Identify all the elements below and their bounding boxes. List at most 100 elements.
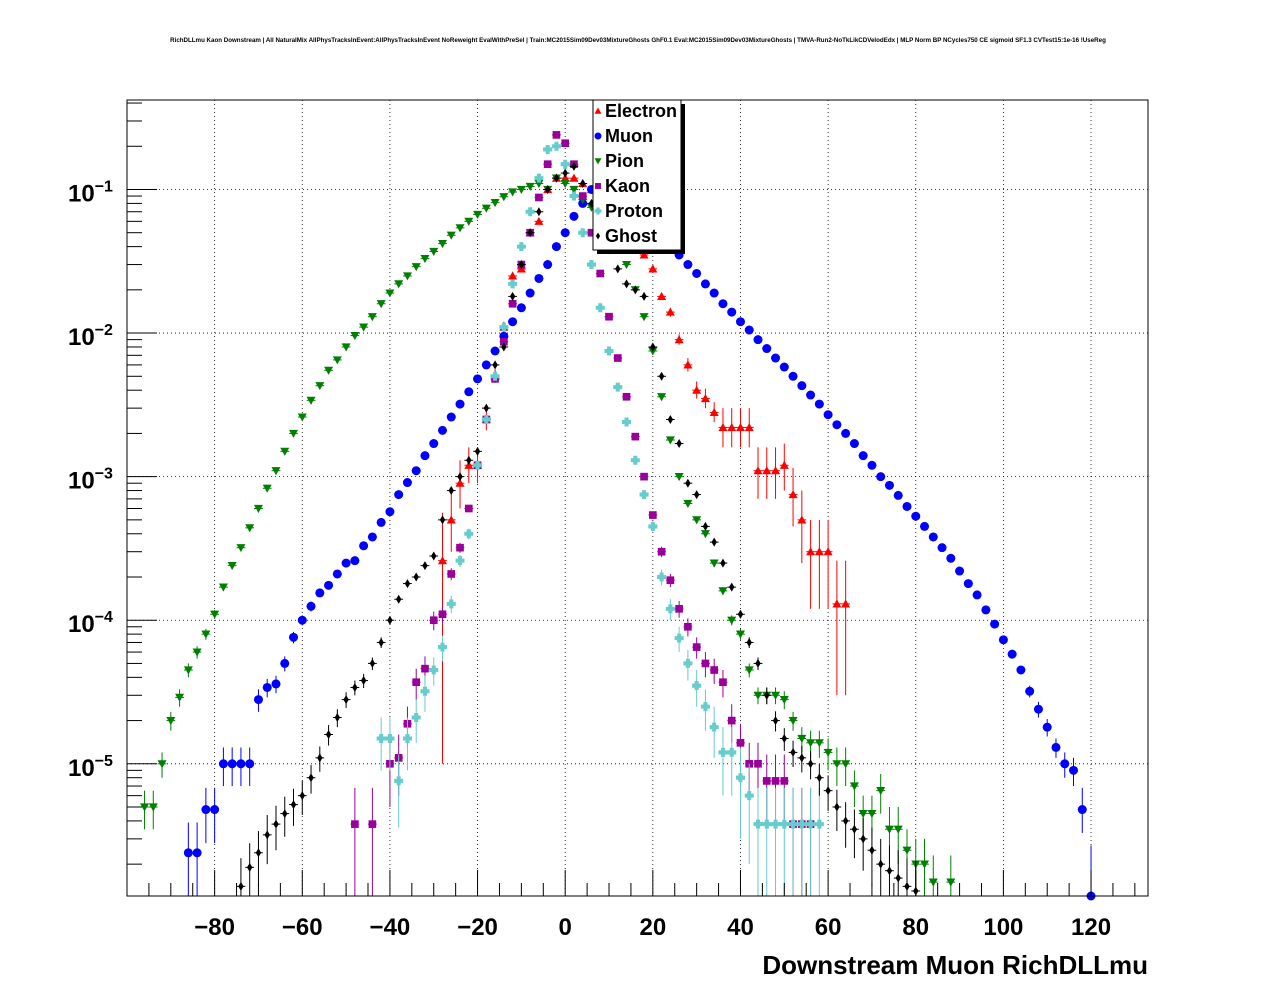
data-point <box>429 665 439 675</box>
data-point <box>735 630 745 639</box>
legend-marker <box>595 183 601 189</box>
data-point <box>404 579 411 589</box>
data-point <box>481 415 491 425</box>
legend-marker <box>595 232 601 240</box>
y-tick-label: 10−3 <box>68 466 113 495</box>
data-point <box>639 250 649 259</box>
x-tick-label: 100 <box>983 914 1023 941</box>
data-point <box>613 382 623 392</box>
data-point <box>884 825 894 834</box>
data-point <box>420 686 430 696</box>
data-point <box>499 322 509 332</box>
data-point <box>727 616 737 625</box>
series-proton <box>376 141 824 896</box>
data-point <box>849 439 859 449</box>
data-point <box>849 782 859 791</box>
data-point <box>972 590 982 600</box>
data-point <box>772 716 779 726</box>
data-point <box>429 439 439 449</box>
data-point <box>946 553 956 563</box>
data-point <box>324 580 334 590</box>
data-point <box>481 204 491 213</box>
data-point <box>797 381 807 391</box>
data-point <box>613 354 622 362</box>
data-point <box>779 695 789 705</box>
data-point <box>553 173 560 183</box>
data-point <box>402 478 412 488</box>
y-tick-label: 10−4 <box>68 609 113 638</box>
data-point <box>1051 742 1061 752</box>
data-point <box>245 759 255 769</box>
data-point <box>729 582 735 592</box>
data-point <box>516 185 526 194</box>
legend-entry: Electron <box>605 101 677 121</box>
data-point <box>446 515 456 524</box>
data-point <box>657 572 667 582</box>
data-point <box>1077 805 1087 815</box>
data-point <box>315 588 325 598</box>
data-point <box>157 760 167 769</box>
data-point <box>534 179 544 189</box>
data-point <box>825 786 831 796</box>
y-tick-base: 10 <box>68 611 95 638</box>
data-point <box>649 511 657 519</box>
data-point <box>937 543 947 553</box>
data-point <box>210 805 220 815</box>
data-point <box>192 648 202 657</box>
data-point <box>771 691 781 700</box>
data-point <box>551 242 561 252</box>
data-point <box>744 422 754 432</box>
data-point <box>500 337 508 346</box>
data-point <box>604 346 614 356</box>
legend-marker <box>594 207 602 215</box>
data-point <box>920 521 930 531</box>
data-point <box>402 272 412 281</box>
data-point <box>473 374 483 384</box>
data-point <box>735 317 745 327</box>
data-point <box>814 819 824 829</box>
data-point <box>867 809 877 819</box>
data-point <box>569 185 579 194</box>
data-point <box>806 390 816 400</box>
data-point <box>806 819 816 829</box>
x-tick-label: −60 <box>282 914 323 941</box>
data-point <box>709 559 719 568</box>
data-point <box>253 695 263 705</box>
data-point <box>289 632 299 642</box>
data-point <box>806 547 816 556</box>
data-point <box>210 610 220 619</box>
data-point <box>280 658 290 668</box>
data-point <box>841 760 851 769</box>
series-layer <box>140 131 1096 901</box>
data-point <box>904 881 910 891</box>
data-point <box>946 878 956 887</box>
x-tick-label: 60 <box>815 914 842 941</box>
data-point <box>271 467 281 476</box>
data-point <box>518 260 525 270</box>
data-point <box>280 447 290 456</box>
data-point <box>814 739 824 748</box>
data-point <box>711 537 717 547</box>
data-point <box>790 747 796 757</box>
data-point <box>341 558 351 568</box>
data-point <box>902 501 912 511</box>
legend-entry: Muon <box>605 126 653 146</box>
data-point <box>464 217 474 226</box>
data-point <box>446 231 456 240</box>
data-point <box>411 263 421 272</box>
data-point <box>508 299 517 308</box>
data-point <box>963 579 973 589</box>
data-point <box>920 860 930 869</box>
data-point <box>438 239 448 249</box>
data-point <box>569 191 579 201</box>
data-point <box>595 303 605 313</box>
data-point <box>446 412 456 422</box>
data-point <box>876 472 886 482</box>
data-point <box>641 291 647 301</box>
data-point <box>227 759 237 769</box>
data-point <box>858 451 868 461</box>
x-tick-label: 80 <box>902 914 929 941</box>
data-point <box>236 759 246 769</box>
data-point <box>700 530 710 539</box>
data-point <box>360 676 367 686</box>
